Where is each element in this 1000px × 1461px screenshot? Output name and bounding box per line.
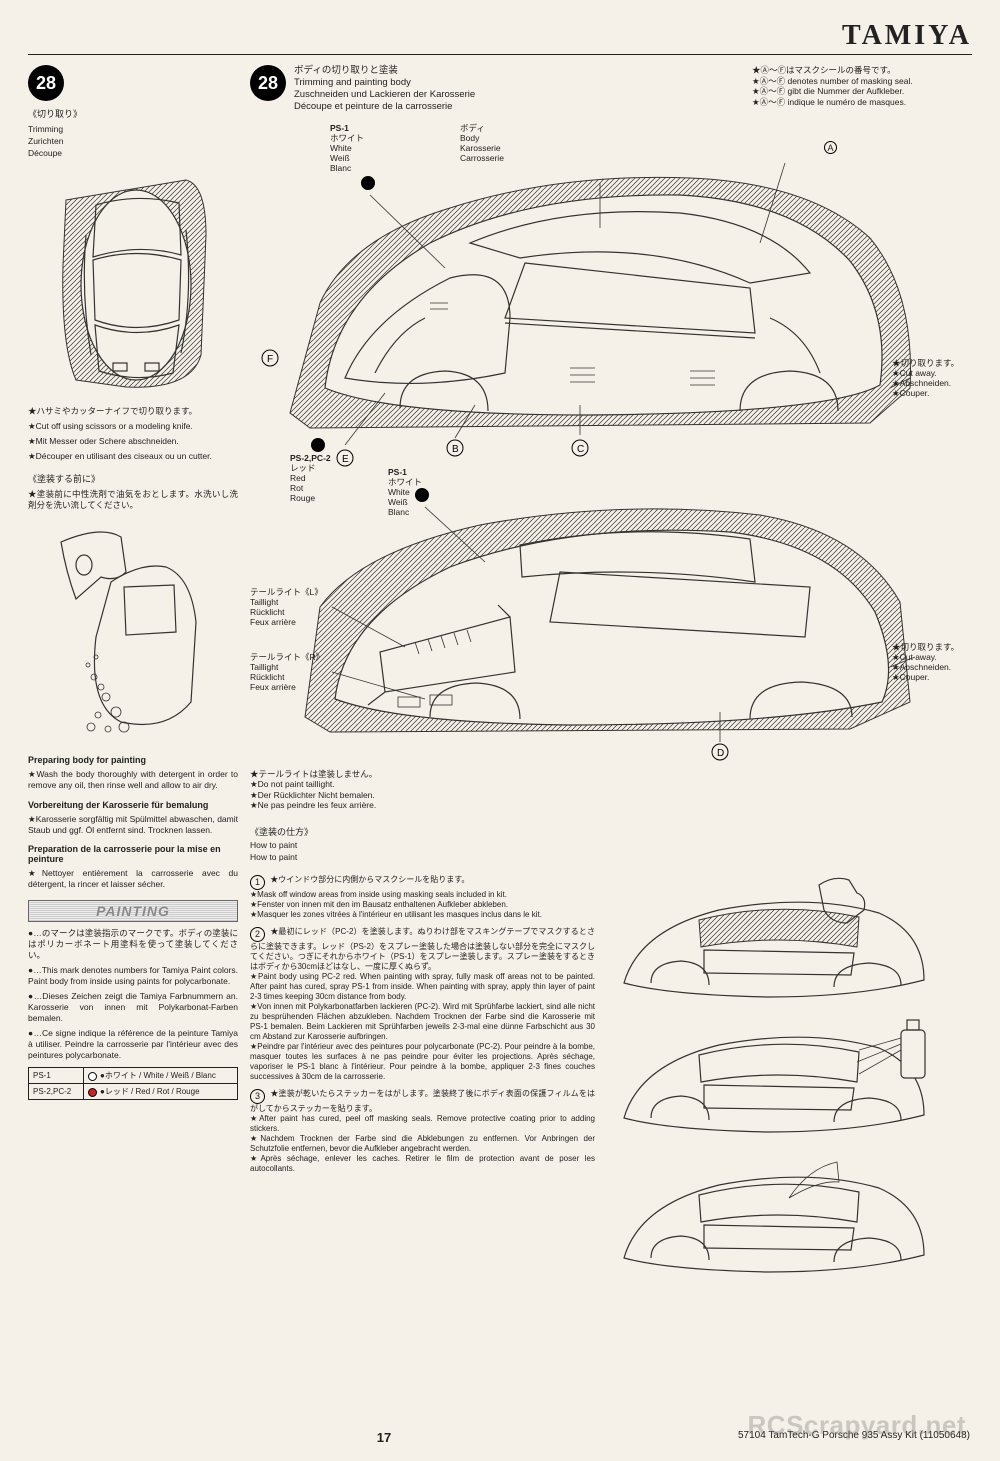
svg-text:F: F <box>267 354 273 365</box>
trim-angle: 《切り取り》 <box>28 107 238 120</box>
mask-note-fr: ★Ⓐ〜Ⓕ indique le numéro de masques. <box>752 97 972 108</box>
brand-header: TAMIYA <box>28 20 972 55</box>
cut-note-jp: ★ハサミやカッターナイフで切り取ります。 <box>28 406 238 417</box>
howto-item-1: 1 ★ウインドウ部分に内側からマスクシールを貼ります。 ★Mask off wi… <box>250 875 595 920</box>
paint-table: PS-1 ●ホワイト / White / Weiß / Blanc PS-2,P… <box>28 1067 238 1100</box>
paint-note-fr: ●…Ce signe indique la référence de la pe… <box>28 1028 238 1061</box>
howto-head-1: How to paint <box>250 852 972 863</box>
svg-text:E: E <box>342 454 349 465</box>
mask-note-jp: ★Ⓐ〜Ⓕはマスクシールの番号です。 <box>752 65 972 76</box>
cut-note-fr: ★Découper en utilisant des ciseaux ou un… <box>28 451 238 462</box>
mask-note-en: ★Ⓐ〜Ⓕ denotes number of masking seal. <box>752 76 972 87</box>
paint-note-en: ●…This mark denotes numbers for Tamiya P… <box>28 965 238 987</box>
step-num-left: 28 <box>28 65 64 101</box>
nopaint-2: ★Ne pas peindre les feux arrière. <box>250 800 580 811</box>
prep-en-head: Preparing body for painting <box>28 755 238 765</box>
step-title-2: Découpe et peinture de la carrosserie <box>294 101 475 113</box>
trim-label-0: Trimming <box>28 124 238 135</box>
prep-de-text: ★Karosserie sorgfältig mit Spülmittel ab… <box>28 814 238 836</box>
howto-angle: 《塗装の仕方》 <box>250 825 972 838</box>
page-number: 17 <box>377 1430 391 1445</box>
svg-text:D: D <box>717 748 724 759</box>
table-row: PS-2,PC-2 ●レッド / Red / Rot / Rouge <box>29 1084 238 1100</box>
table-row: PS-1 ●ホワイト / White / Weiß / Blanc <box>29 1068 238 1084</box>
trim-label-2: Découpe <box>28 148 238 159</box>
step-num-right: 28 <box>250 65 286 101</box>
howto-illus-stack <box>609 875 972 1288</box>
nopaint-0: ★Do not paint taillight. <box>250 779 580 790</box>
step-title-0: Trimming and painting body <box>294 77 475 89</box>
step-title-1: Zuschneiden und Lackieren der Karosserie <box>294 89 475 101</box>
before-paint-angle: 《塗装する前に》 <box>28 472 238 485</box>
svg-text:B: B <box>452 444 459 455</box>
prep-fr-head: Preparation de la carrosserie pour la mi… <box>28 844 238 864</box>
prep-de-head: Vorbereitung der Karosserie für bemalung <box>28 800 238 810</box>
trim-label-1: Zurichten <box>28 136 238 147</box>
step-title-jp: ボディの切り取りと塗装 <box>294 65 475 77</box>
cut-note-en: ★Cut off using scissors or a modeling kn… <box>28 421 238 432</box>
prep-fr-text: ★Nettoyer entièrement la carrosserie ave… <box>28 868 238 890</box>
small-car-illus <box>28 165 238 400</box>
cut-note-de: ★Mit Messer oder Schere abschneiden. <box>28 436 238 447</box>
wash-illus <box>28 517 238 747</box>
paint-note-de: ●…Dieses Zeichen zeigt die Tamiya Farbnu… <box>28 991 238 1024</box>
prep-en-text: ★Wash the body thoroughly with detergent… <box>28 769 238 791</box>
before-paint-jp: ★塗装前に中性洗剤で油気をおとします。水洗いし洗剤分を洗い流してください。 <box>28 489 238 511</box>
howto-head-0: How to paint <box>250 840 972 851</box>
nopaint-1: ★Der Rücklichter Nicht bemalen. <box>250 790 580 801</box>
watermark: RCScrapyard.net <box>748 1410 966 1441</box>
nopaint-jp: ★テールライトは塗装しません。 <box>250 769 580 780</box>
mask-note-de: ★Ⓐ〜Ⓕ gibt die Nummer der Aufkleber. <box>752 86 972 97</box>
svg-text:C: C <box>577 444 584 455</box>
big-car-rear: PS-1 ホワイト White Weiß Blanc テールライト《L》 Tai… <box>250 467 972 812</box>
paint-note-jp: ●…のマークは塗装指示のマークです。ボディの塗装にはポリカーボネート用塗料を使っ… <box>28 928 238 961</box>
painting-banner: PAINTING <box>28 900 238 922</box>
big-car-front: PS-1 ホワイト White Weiß Blanc ボディ Body Karo… <box>250 123 972 473</box>
howto-item-3: 3 ★塗装が乾いたらステッカーをはがします。塗装終了後にボディ表面の保護フィルム… <box>250 1089 595 1174</box>
howto-item-2: 2 ★最初にレッド（PC-2）を塗装します。ぬりわけ部をマスキングテープでマスク… <box>250 927 595 1082</box>
